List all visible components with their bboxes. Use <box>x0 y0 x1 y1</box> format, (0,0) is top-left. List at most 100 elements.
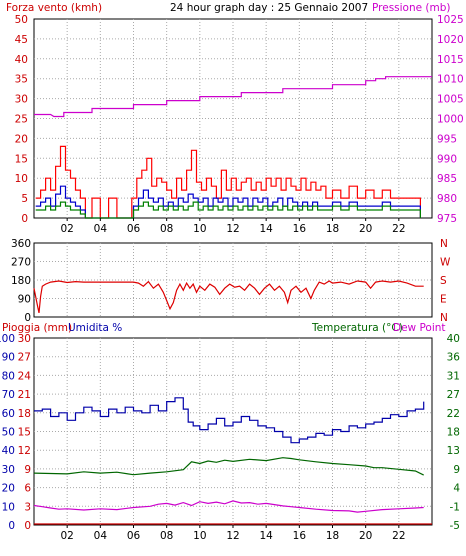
humidity-tick-label: 60 <box>2 408 15 420</box>
rain-tick-label: 15 <box>18 427 31 439</box>
compass-label: N <box>440 238 448 250</box>
temperature-tick-label: -1 <box>450 501 460 513</box>
humidity-axis-title: Umidita % <box>68 322 122 334</box>
rain-tick-label: 0 <box>24 520 31 532</box>
wind-xtick-label: 14 <box>259 223 273 235</box>
temperature-axis-title: Temperatura (°C) <box>311 322 403 334</box>
pressure-tick-label: 990 <box>437 153 457 165</box>
wind-pressure-chart: 0510152025303540455097598098599099510001… <box>15 14 464 235</box>
humidity-xtick-label: 18 <box>326 530 339 542</box>
temperature-series <box>33 457 424 476</box>
wind-tick-label: 25 <box>15 114 28 126</box>
wind-tick-label: 50 <box>15 14 28 26</box>
direction-tick-label: 270 <box>11 257 31 269</box>
humidity-tick-label: 100 <box>0 333 15 345</box>
compass-label: N <box>440 312 448 324</box>
temperature-tick-label: 40 <box>447 333 460 345</box>
compass-label: E <box>440 294 447 306</box>
wind-xtick-label: 16 <box>293 223 307 235</box>
wind-xtick-label: 22 <box>392 223 405 235</box>
temperature-tick-label: 31 <box>447 370 460 382</box>
humidity-xtick-label: 02 <box>60 530 73 542</box>
humidity-xtick-label: 04 <box>94 530 108 542</box>
wind-xtick-label: 18 <box>326 223 339 235</box>
humidity-xtick-label: 06 <box>127 530 141 542</box>
dewpoint-series <box>33 500 424 513</box>
pressure-tick-label: 975 <box>437 213 457 225</box>
compass-label: S <box>440 275 447 287</box>
pressure-tick-label: 1005 <box>437 94 464 106</box>
pressure-tick-label: 1020 <box>437 34 464 46</box>
humidity-tick-label: 70 <box>2 389 15 401</box>
wind-xtick-label: 08 <box>160 223 173 235</box>
pressure-axis-title: Pressione (mb) <box>372 2 451 14</box>
direction-tick-label: 0 <box>24 312 31 324</box>
pressure-tick-label: 980 <box>437 193 457 205</box>
temperature-tick-label: 9 <box>453 464 460 476</box>
humidity-temperature-chart: Pioggia (mm) Umidita % Temperatura (°C) … <box>0 322 460 542</box>
rain-tick-label: 6 <box>24 483 31 495</box>
compass-label: W <box>440 257 451 269</box>
humidity-tick-label: 20 <box>2 483 15 495</box>
humidity-tick-label: 80 <box>2 370 15 382</box>
wind-tick-label: 45 <box>15 34 28 46</box>
wind-gust-series <box>35 145 421 219</box>
rain-tick-label: 3 <box>24 501 31 513</box>
humidity-xtick-label: 08 <box>160 530 173 542</box>
dewpoint-axis-title: Dew Point <box>393 322 446 334</box>
temperature-tick-label: 4 <box>453 483 460 495</box>
rain-tick-label: 12 <box>18 445 31 457</box>
pressure-series <box>34 76 432 118</box>
humidity-tick-label: 10 <box>2 501 15 513</box>
wind-xtick-label: 06 <box>127 223 141 235</box>
wind-tick-label: 20 <box>15 133 28 145</box>
wind-tick-label: 0 <box>21 213 28 225</box>
temperature-tick-label: 22 <box>447 408 460 420</box>
direction-series <box>33 280 424 314</box>
temperature-tick-label: -5 <box>450 520 460 532</box>
temperature-tick-label: 36 <box>447 352 461 364</box>
humidity-xtick-label: 22 <box>392 530 405 542</box>
wind-tick-label: 30 <box>15 94 28 106</box>
humidity-tick-label: 30 <box>2 464 15 476</box>
wind-tick-label: 35 <box>15 74 28 86</box>
humidity-tick-label: 50 <box>2 427 15 439</box>
temperature-tick-label: 27 <box>447 389 460 401</box>
wind-average-series <box>35 185 421 219</box>
wind-xtick-label: 02 <box>60 223 73 235</box>
temperature-tick-label: 18 <box>447 427 460 439</box>
temperature-tick-label: 13 <box>447 445 460 457</box>
direction-tick-label: 180 <box>11 275 31 287</box>
pressure-tick-label: 995 <box>437 133 457 145</box>
pressure-tick-label: 985 <box>437 173 457 185</box>
humidity-xtick-label: 12 <box>226 530 239 542</box>
rain-tick-label: 24 <box>18 370 32 382</box>
wind-xtick-label: 04 <box>94 223 108 235</box>
wind-tick-label: 5 <box>21 193 28 205</box>
wind-xtick-label: 10 <box>193 223 206 235</box>
humidity-xtick-label: 20 <box>359 530 372 542</box>
humidity-tick-label: 40 <box>2 445 15 457</box>
direction-tick-label: 360 <box>11 238 31 250</box>
pressure-tick-label: 1025 <box>437 14 464 26</box>
wind-axis-title: Forza vento (kmh) <box>6 2 102 14</box>
wind-tick-label: 10 <box>15 173 28 185</box>
humidity-series <box>34 397 425 444</box>
wind-xtick-label: 20 <box>359 223 372 235</box>
humidity-xtick-label: 16 <box>293 530 307 542</box>
pressure-tick-label: 1015 <box>437 54 464 66</box>
rain-tick-label: 9 <box>24 464 31 476</box>
rain-tick-label: 18 <box>18 408 31 420</box>
humidity-tick-label: 0 <box>8 520 15 532</box>
rain-tick-label: 30 <box>18 333 31 345</box>
pressure-tick-label: 1010 <box>437 74 464 86</box>
humidity-xtick-label: 14 <box>259 530 273 542</box>
rain-tick-label: 21 <box>18 389 31 401</box>
wind-xtick-label: 12 <box>226 223 239 235</box>
humidity-tick-label: 90 <box>2 352 15 364</box>
rain-tick-label: 27 <box>18 352 31 364</box>
pressure-tick-label: 1000 <box>437 114 464 126</box>
rain-axis-title: Pioggia (mm) <box>2 322 72 334</box>
